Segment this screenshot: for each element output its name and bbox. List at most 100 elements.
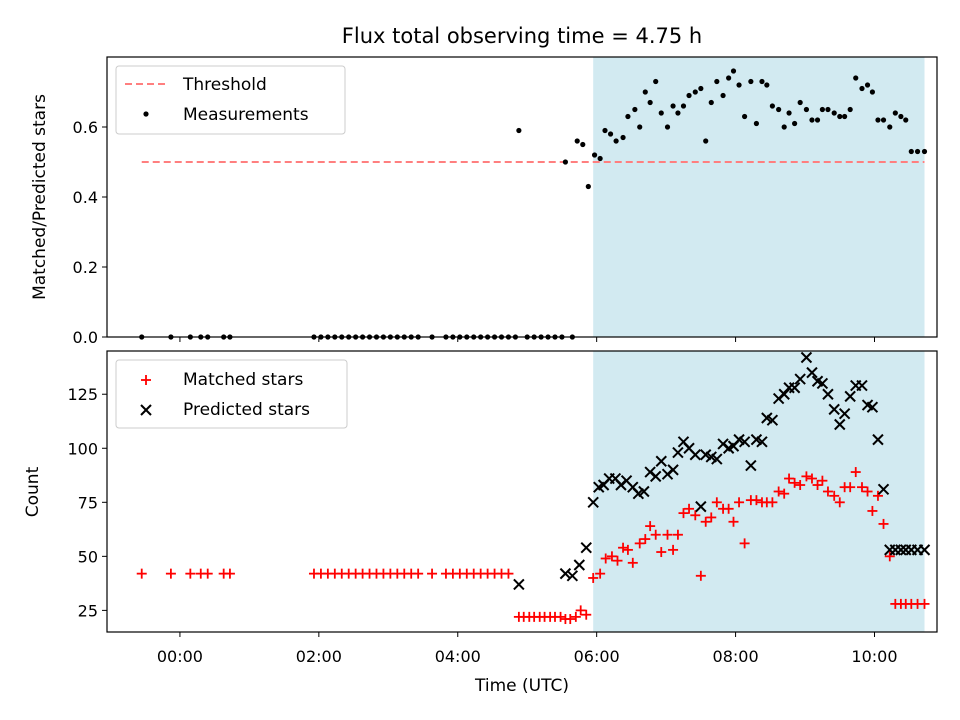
bottom-y-ticks: 25 50 75 100 125	[67, 385, 107, 620]
measurement-point	[748, 78, 754, 85]
measurement-point	[814, 117, 821, 123]
matched-star-point	[612, 555, 623, 566]
top-plot-marks	[139, 68, 928, 340]
predicted-star-point	[834, 418, 846, 431]
matched-star-point	[822, 486, 833, 497]
bottom-plot-marks	[136, 351, 931, 625]
predicted-star-point	[877, 483, 890, 496]
predicted-star-point	[695, 500, 707, 513]
predicted-star-point-b	[861, 399, 874, 411]
measurement-point	[781, 124, 787, 130]
matched-star-point	[662, 529, 673, 540]
measurement-point	[786, 110, 792, 116]
top-y-tick-label: 0.4	[73, 188, 98, 207]
top-y-axis-label: Matched/Predicted stars	[30, 94, 50, 300]
measurement-point	[597, 155, 603, 162]
matched-star-point	[867, 505, 878, 516]
legend-matched-label: Matched stars	[183, 370, 303, 390]
top-y-ticks: 0.0 0.2 0.4 0.6	[73, 118, 107, 347]
matched-star-point	[734, 497, 745, 508]
measurement-point	[664, 124, 671, 130]
measurement-point	[620, 134, 626, 141]
measurement-point	[887, 124, 893, 130]
measurement-point	[720, 92, 726, 99]
predicted-star-point	[649, 470, 662, 483]
measurement-point	[726, 75, 732, 81]
matched-star-point	[919, 598, 930, 609]
matched-star-point	[634, 538, 645, 549]
predicted-star-point-b	[794, 373, 806, 385]
predicted-star-point-b	[627, 481, 639, 493]
predicted-star-point-b	[788, 382, 801, 394]
matched-star-point	[801, 471, 812, 482]
matched-star-point	[739, 538, 750, 549]
predicted-star-point-b	[620, 474, 633, 487]
predicted-star-point	[745, 459, 757, 472]
legend-measurements-label: Measurements	[183, 105, 309, 125]
matched-star-point	[789, 477, 800, 488]
predicted-star-point	[711, 453, 723, 465]
predicted-star-point	[580, 541, 592, 554]
measurement-point	[853, 75, 859, 81]
chart-title: Flux total observing time = 4.75 h	[342, 24, 702, 48]
measurement-point	[864, 82, 871, 88]
predicted-star-point	[756, 436, 768, 448]
top-y-tick-label: 0.0	[73, 328, 98, 347]
predicted-star-point	[918, 544, 931, 556]
predicted-star-point-b	[838, 407, 851, 420]
measurement-point	[686, 92, 692, 99]
predicted-star-point-b	[667, 464, 679, 476]
bottom-x-tick-label: 00:00	[157, 647, 203, 666]
matched-star-point	[224, 568, 235, 579]
matched-star-point	[588, 572, 599, 583]
measurement-point	[730, 68, 737, 74]
predicted-star-point-b	[828, 403, 840, 416]
bottom-x-tick-label: 10:00	[851, 647, 897, 666]
measurement-point	[764, 82, 770, 88]
matched-star-point	[884, 551, 895, 562]
matched-star-point	[202, 568, 213, 579]
legend-predicted-swatch	[140, 404, 152, 416]
predicted-star-point	[566, 570, 579, 582]
bottom-legend-box	[115, 359, 348, 429]
predicted-star-point	[667, 464, 679, 476]
measurement-point	[591, 152, 598, 158]
matched-star-point	[503, 568, 514, 579]
predicted-star-point-b	[816, 377, 829, 390]
predicted-star-point	[856, 379, 868, 392]
measurement-point	[585, 183, 591, 190]
measurement-point	[898, 113, 904, 120]
measurement-point	[675, 110, 681, 116]
predicted-star-point	[800, 351, 813, 364]
matched-star-point	[600, 553, 611, 564]
measurement-point	[875, 117, 881, 123]
matched-star-point	[795, 480, 806, 491]
predicted-star-point-b	[711, 453, 723, 465]
predicted-star-point-b	[834, 418, 846, 431]
matched-star-point	[878, 518, 889, 529]
predicted-star-point-b	[638, 485, 650, 498]
matched-star-point	[668, 544, 679, 555]
legend-threshold-label: Threshold	[182, 75, 267, 95]
measurement-point	[803, 106, 810, 113]
predicted-star-point-b	[866, 401, 879, 413]
predicted-star-point	[794, 373, 806, 385]
predicted-star-point-b	[766, 414, 779, 426]
predicted-star-point	[655, 455, 667, 467]
matched-star-point	[427, 568, 438, 579]
matched-star-point	[136, 568, 147, 579]
matched-star-point	[555, 611, 566, 622]
matched-star-point	[700, 516, 711, 527]
predicted-star-point	[828, 403, 840, 416]
bottom-y-tick-label: 75	[78, 493, 98, 512]
matched-star-point	[695, 570, 706, 581]
matched-star-point	[165, 568, 176, 579]
measurement-point	[831, 110, 837, 116]
matched-star-point	[845, 482, 856, 493]
predicted-star-point-b	[566, 570, 579, 582]
predicted-star-point-b	[655, 455, 667, 467]
measurement-point	[698, 85, 704, 92]
measurement-point	[837, 113, 843, 120]
predicted-star-point-b	[872, 433, 884, 446]
predicted-star-point	[559, 567, 572, 580]
